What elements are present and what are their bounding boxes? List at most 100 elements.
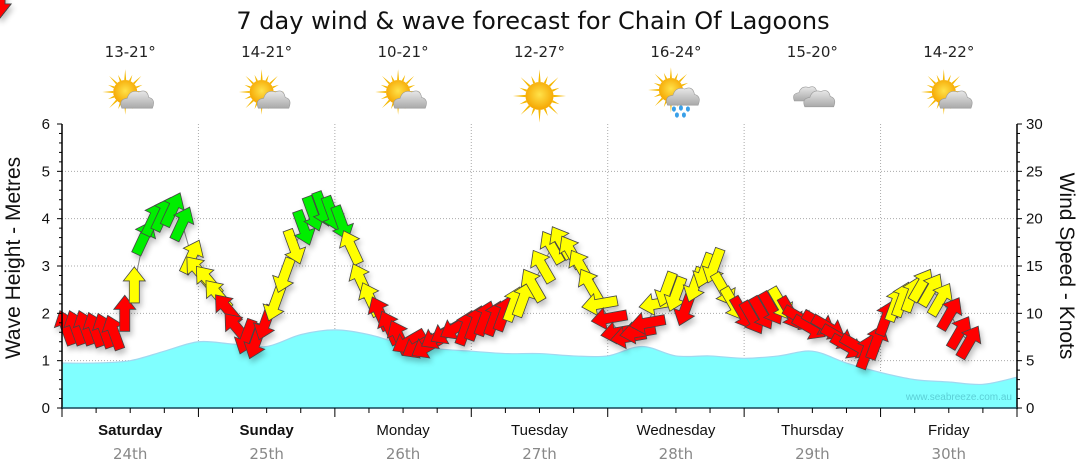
sun-ray [245, 75, 254, 85]
y-tick-label-right: 10 [1026, 305, 1043, 322]
y-tick-label-right: 30 [1026, 116, 1043, 133]
wind-arrow [292, 208, 316, 246]
day-headers: 13-21° 14-21° 10-21° 12-27° 16-24° 15-20° 14-2… [102, 43, 974, 123]
sun-ray [381, 75, 391, 85]
chart-title: 7 day wind & wave forecast for Chain Of … [236, 7, 829, 35]
sun-ray [548, 77, 559, 87]
sun-ray [260, 69, 263, 81]
y-tick-label-left: 0 [42, 400, 50, 417]
sun-ray [669, 67, 672, 79]
day-temperature: 12-27° [514, 43, 565, 61]
sun-ray [942, 69, 945, 81]
y-axis-left-label: Wave Height - Metres [2, 157, 25, 359]
y-tick-label-right: 20 [1026, 211, 1043, 228]
sun-ray [269, 75, 278, 85]
sun-ray [551, 87, 560, 92]
watermark: www.seabreeze.com.au [905, 392, 1012, 403]
sun-ray [653, 93, 661, 98]
sun-ray [674, 72, 679, 80]
partly-cloudy-icon [102, 69, 154, 115]
sun-ray [538, 69, 541, 83]
sun-ray [520, 77, 531, 87]
sun-ray [124, 69, 127, 81]
x-day-name: Sunday [240, 422, 295, 439]
sun-ray [254, 74, 258, 82]
x-day-name: Thursday [781, 422, 844, 439]
sun-ray [538, 109, 541, 123]
sun-ray [936, 74, 941, 82]
wind-arrow [338, 230, 364, 267]
sun-ray [244, 84, 251, 89]
sun-ray [543, 108, 548, 117]
showers-icon [648, 67, 700, 118]
wind-arrow [0, 0, 12, 19]
sun-ray [135, 84, 143, 89]
sun-ray [954, 84, 961, 89]
sun-ray [678, 73, 688, 83]
sun-ray [244, 95, 251, 100]
sun-ray [519, 100, 528, 105]
y-tick-label-left: 1 [42, 353, 50, 370]
sunny-icon [512, 69, 567, 123]
x-day-date: 24th [113, 445, 147, 463]
x-day-name: Monday [376, 422, 430, 439]
partly-cloudy-icon [375, 69, 427, 115]
sun-ray [553, 94, 567, 98]
wind-arrow [112, 294, 137, 332]
sun-ray [927, 75, 937, 85]
day-temperature: 16-24° [650, 43, 701, 61]
partly-cloudy-icon [238, 69, 291, 115]
sun-ray [926, 84, 934, 89]
wind-arrow [663, 275, 688, 312]
sun-ray [926, 95, 934, 100]
cloud-shape [393, 90, 427, 109]
sun-ray [380, 95, 388, 100]
x-day-date: 27th [522, 445, 556, 463]
rain-drop [678, 105, 683, 111]
wind-arrows [0, 0, 982, 371]
wind-arrow [590, 307, 629, 331]
sun-ray [551, 100, 560, 105]
y-tick-label-left: 4 [42, 211, 50, 228]
cloud-shape [120, 90, 154, 109]
rain-drop [685, 106, 690, 112]
x-day-date: 30th [932, 445, 966, 463]
sun-disc [525, 82, 554, 110]
sun-ray [543, 75, 548, 84]
x-day-date: 25th [249, 445, 283, 463]
day-temperature: 15-20° [787, 43, 838, 61]
sun-ray [128, 74, 133, 82]
wind-arrow [169, 206, 195, 243]
sun-ray [519, 87, 528, 92]
wind-arrow [628, 311, 667, 336]
sun-ray [927, 99, 937, 109]
axes: 0 1 2 3 4 5 6 0 5 10 15 20 25 30 Saturday 24th Sunday 25t… [42, 116, 1043, 463]
x-day-date: 26th [386, 445, 420, 463]
x-day-name: Wednesday [636, 422, 715, 439]
x-day-name: Friday [928, 422, 970, 439]
sun-ray [653, 82, 661, 87]
wind-arrow [936, 297, 963, 332]
x-day-name: Saturday [98, 422, 163, 439]
sun-ray [531, 108, 536, 117]
rain-drop [671, 106, 676, 112]
y-tick-label-right: 25 [1026, 163, 1043, 180]
day-temperature: 14-21° [241, 43, 292, 61]
sun-ray [102, 91, 114, 93]
sun-ray [405, 75, 415, 85]
wind-arrow [301, 194, 326, 232]
sun-ray [408, 84, 416, 89]
sun-ray [109, 99, 118, 109]
sun-ray [390, 74, 395, 82]
sun-ray [118, 74, 122, 82]
sun-ray [381, 99, 391, 109]
y-tick-label-right: 15 [1026, 258, 1043, 275]
wind-arrow [282, 227, 307, 265]
sun-ray [531, 75, 536, 84]
wind-arrow [122, 266, 147, 304]
sun-ray [108, 84, 115, 89]
cloudy-icon [793, 86, 836, 108]
sun-ray [397, 69, 400, 81]
sun-ray [663, 72, 668, 80]
wind-arrow [272, 256, 296, 293]
